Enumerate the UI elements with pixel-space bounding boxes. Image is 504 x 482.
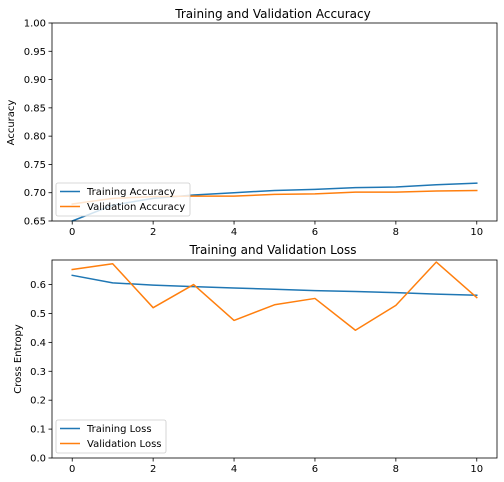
series-line-validation-loss [71,261,478,331]
loss-ytick-label: 0.0 [30,454,46,465]
accuracy-ytick-labels: 0.65 0.70 0.75 0.80 0.85 0.90 0.95 1.00 [24,19,46,228]
loss-lines [71,261,478,331]
loss-xtick-label: 4 [231,464,237,475]
accuracy-ytick-label: 1.00 [24,19,46,30]
accuracy-ytick-label: 0.70 [24,188,46,199]
loss-ytick-label: 0.2 [30,396,46,407]
legend-label-training-accuracy: Training Accuracy [86,187,175,198]
series-line-training-loss [71,274,478,297]
loss-ytick-label: 0.5 [30,309,46,320]
legend-label-validation-accuracy: Validation Accuracy [87,202,185,213]
accuracy-legend-box [55,182,191,217]
accuracy-xtick-label: 10 [470,227,483,238]
loss-xtick-label: 6 [312,464,318,475]
loss-xtick-label: 2 [150,464,156,475]
loss-chart: Training and Validation Loss Cross Entro… [13,243,498,475]
accuracy-ytick-label: 0.90 [24,75,46,86]
accuracy-xtick-label: 0 [69,227,75,238]
loss-ytick-labels: 0.0 0.1 0.2 0.3 0.4 0.5 0.6 [30,280,46,464]
loss-plot-frame [51,259,498,459]
loss-ylabel: Cross Entropy [13,324,24,394]
loss-xtick-label: 8 [393,464,399,475]
legend-label-validation-loss: Validation Loss [87,439,162,450]
accuracy-ytick-label: 0.80 [24,132,46,143]
accuracy-xtick-label: 4 [231,227,237,238]
accuracy-ytick-label: 0.95 [24,47,46,58]
accuracy-chart: Training and Validation Accuracy Accurac… [6,7,498,238]
loss-xtick-labels: 0 2 4 6 8 10 [69,464,483,475]
loss-ticks [48,284,478,462]
accuracy-xtick-label: 6 [312,227,318,238]
accuracy-ylabel: Accuracy [6,100,17,146]
accuracy-xtick-labels: 0 2 4 6 8 10 [69,227,483,238]
accuracy-ytick-label: 0.85 [24,103,46,114]
accuracy-title: Training and Validation Accuracy [174,7,370,21]
loss-legend-box [55,419,167,454]
loss-ytick-label: 0.3 [30,367,46,378]
loss-xtick-label: 10 [470,464,483,475]
accuracy-plot-frame [51,22,498,222]
accuracy-ytick-label: 0.65 [24,217,46,228]
accuracy-xtick-label: 8 [393,227,399,238]
loss-ytick-label: 0.6 [30,280,46,291]
accuracy-xtick-label: 2 [150,227,156,238]
accuracy-legend: Training Accuracy Validation Accuracy [55,182,191,217]
loss-ytick-label: 0.4 [30,338,46,349]
loss-legend: Training Loss Validation Loss [55,419,167,454]
loss-xtick-label: 0 [69,464,75,475]
loss-ytick-label: 0.1 [30,425,46,436]
legend-label-training-loss: Training Loss [86,424,152,435]
loss-title: Training and Validation Loss [189,243,357,257]
accuracy-ticks [48,22,478,225]
accuracy-ytick-label: 0.75 [24,160,46,171]
